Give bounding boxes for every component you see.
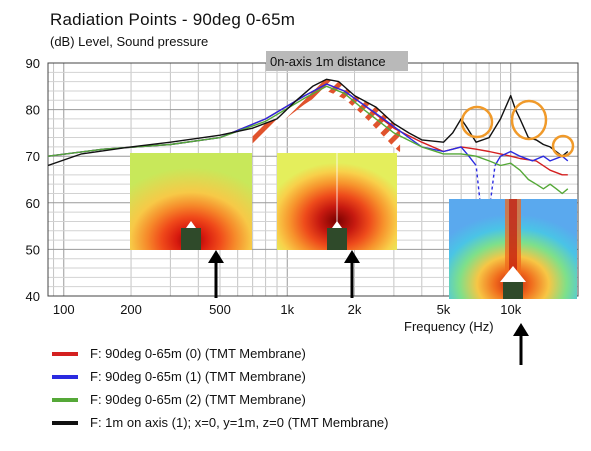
y-axis: 40 50 60 70 80 90 (26, 56, 40, 304)
hatched-difference-area (252, 79, 401, 153)
series-lines (48, 78, 569, 288)
legend: F: 90deg 0-65m (0) (TMT Membrane) F: 90de… (52, 342, 389, 434)
mid-freq-radiation-heatmap (277, 153, 397, 250)
legend-item: F: 90deg 0-65m (1) (TMT Membrane) (52, 365, 389, 388)
peak-highlight-circle (510, 99, 548, 141)
legend-swatch (52, 351, 78, 356)
y-axis-label: (dB) Level, Sound pressure (50, 34, 209, 49)
x-tick-label: 5k (437, 302, 451, 317)
legend-item: F: 90deg 0-65m (0) (TMT Membrane) (52, 342, 389, 365)
frequency-markers (208, 250, 529, 365)
legend-item: F: 90deg 0-65m (2) (TMT Membrane) (52, 388, 389, 411)
x-axis-label: Frequency (Hz) (404, 319, 494, 334)
legend-item: F: 1m on axis (1); x=0, y=1m, z=0 (TMT M… (52, 411, 389, 434)
y-tick-label: 80 (26, 103, 40, 118)
legend-label: F: 90deg 0-65m (0) (TMT Membrane) (90, 346, 306, 361)
low-freq-radiation-heatmap (130, 153, 252, 250)
y-tick-label: 60 (26, 196, 40, 211)
legend-label: F: 90deg 0-65m (1) (TMT Membrane) (90, 369, 306, 384)
legend-swatch (52, 374, 78, 379)
y-tick-label: 50 (26, 242, 40, 257)
legend-label: F: 1m on axis (1); x=0, y=1m, z=0 (TMT M… (90, 415, 389, 430)
legend-swatch (52, 420, 78, 425)
series-line (48, 83, 569, 288)
annotation-label: 0n-axis 1m distance (270, 54, 386, 69)
arrow-up-icon (344, 250, 360, 298)
series-line (48, 78, 569, 167)
annotation-box (266, 51, 408, 71)
x-axis: 100 200 500 1k 2k 5k 10k (53, 302, 522, 317)
high-freq-radiation-heatmap (449, 199, 577, 299)
x-tick-label: 200 (120, 302, 142, 317)
x-tick-label: 10k (500, 302, 521, 317)
legend-swatch (52, 397, 78, 402)
y-tick-label: 40 (26, 289, 40, 304)
peak-highlight-circle (460, 105, 494, 139)
x-tick-label: 100 (53, 302, 75, 317)
x-tick-label: 1k (280, 302, 294, 317)
arrow-up-icon (208, 250, 224, 298)
x-tick-label: 2k (348, 302, 362, 317)
x-tick-label: 500 (209, 302, 231, 317)
chart-title: Radiation Points - 90deg 0-65m (50, 10, 296, 29)
series-line (48, 85, 569, 195)
peak-highlights (460, 99, 575, 158)
arrow-up-icon (513, 323, 529, 365)
peak-highlight-circle (551, 134, 575, 158)
legend-label: F: 90deg 0-65m (2) (TMT Membrane) (90, 392, 306, 407)
y-tick-label: 90 (26, 56, 40, 71)
y-tick-label: 70 (26, 149, 40, 164)
